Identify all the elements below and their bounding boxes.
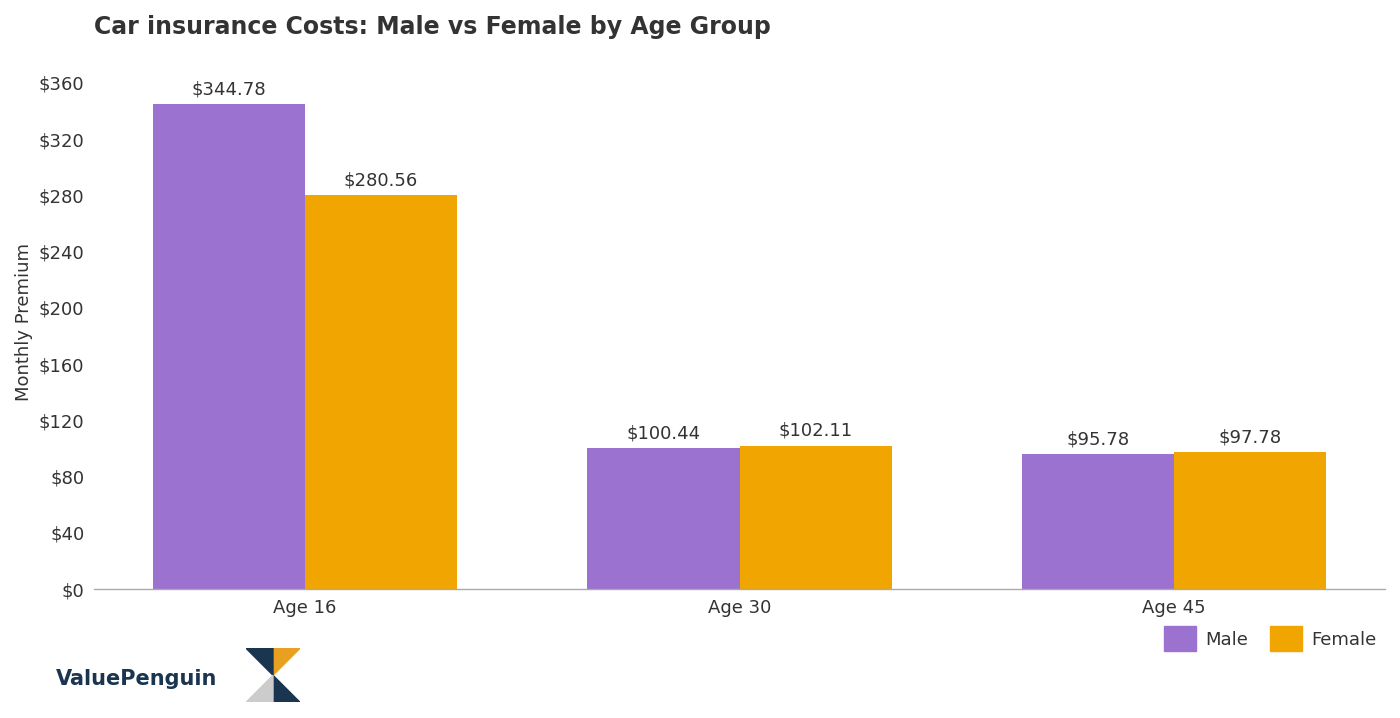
Text: $344.78: $344.78 (192, 80, 266, 99)
Text: $280.56: $280.56 (344, 171, 419, 189)
Bar (739, 446, 892, 589)
Bar (305, 195, 456, 589)
Bar (153, 104, 305, 589)
Polygon shape (246, 648, 273, 675)
Text: $102.11: $102.11 (778, 422, 853, 440)
Polygon shape (246, 675, 273, 702)
Bar (1022, 454, 1175, 589)
Text: $95.78: $95.78 (1067, 431, 1130, 449)
Text: $100.44: $100.44 (626, 424, 700, 442)
Polygon shape (273, 675, 300, 702)
Y-axis label: Monthly Premium: Monthly Premium (15, 243, 34, 401)
Text: Car insurance Costs: Male vs Female by Age Group: Car insurance Costs: Male vs Female by A… (94, 15, 771, 39)
Text: ValuePenguin: ValuePenguin (56, 668, 217, 689)
Bar (588, 448, 739, 589)
Bar (1175, 452, 1326, 589)
Polygon shape (273, 648, 300, 675)
Legend: Male, Female: Male, Female (1156, 619, 1385, 658)
Text: $97.78: $97.78 (1218, 428, 1282, 446)
